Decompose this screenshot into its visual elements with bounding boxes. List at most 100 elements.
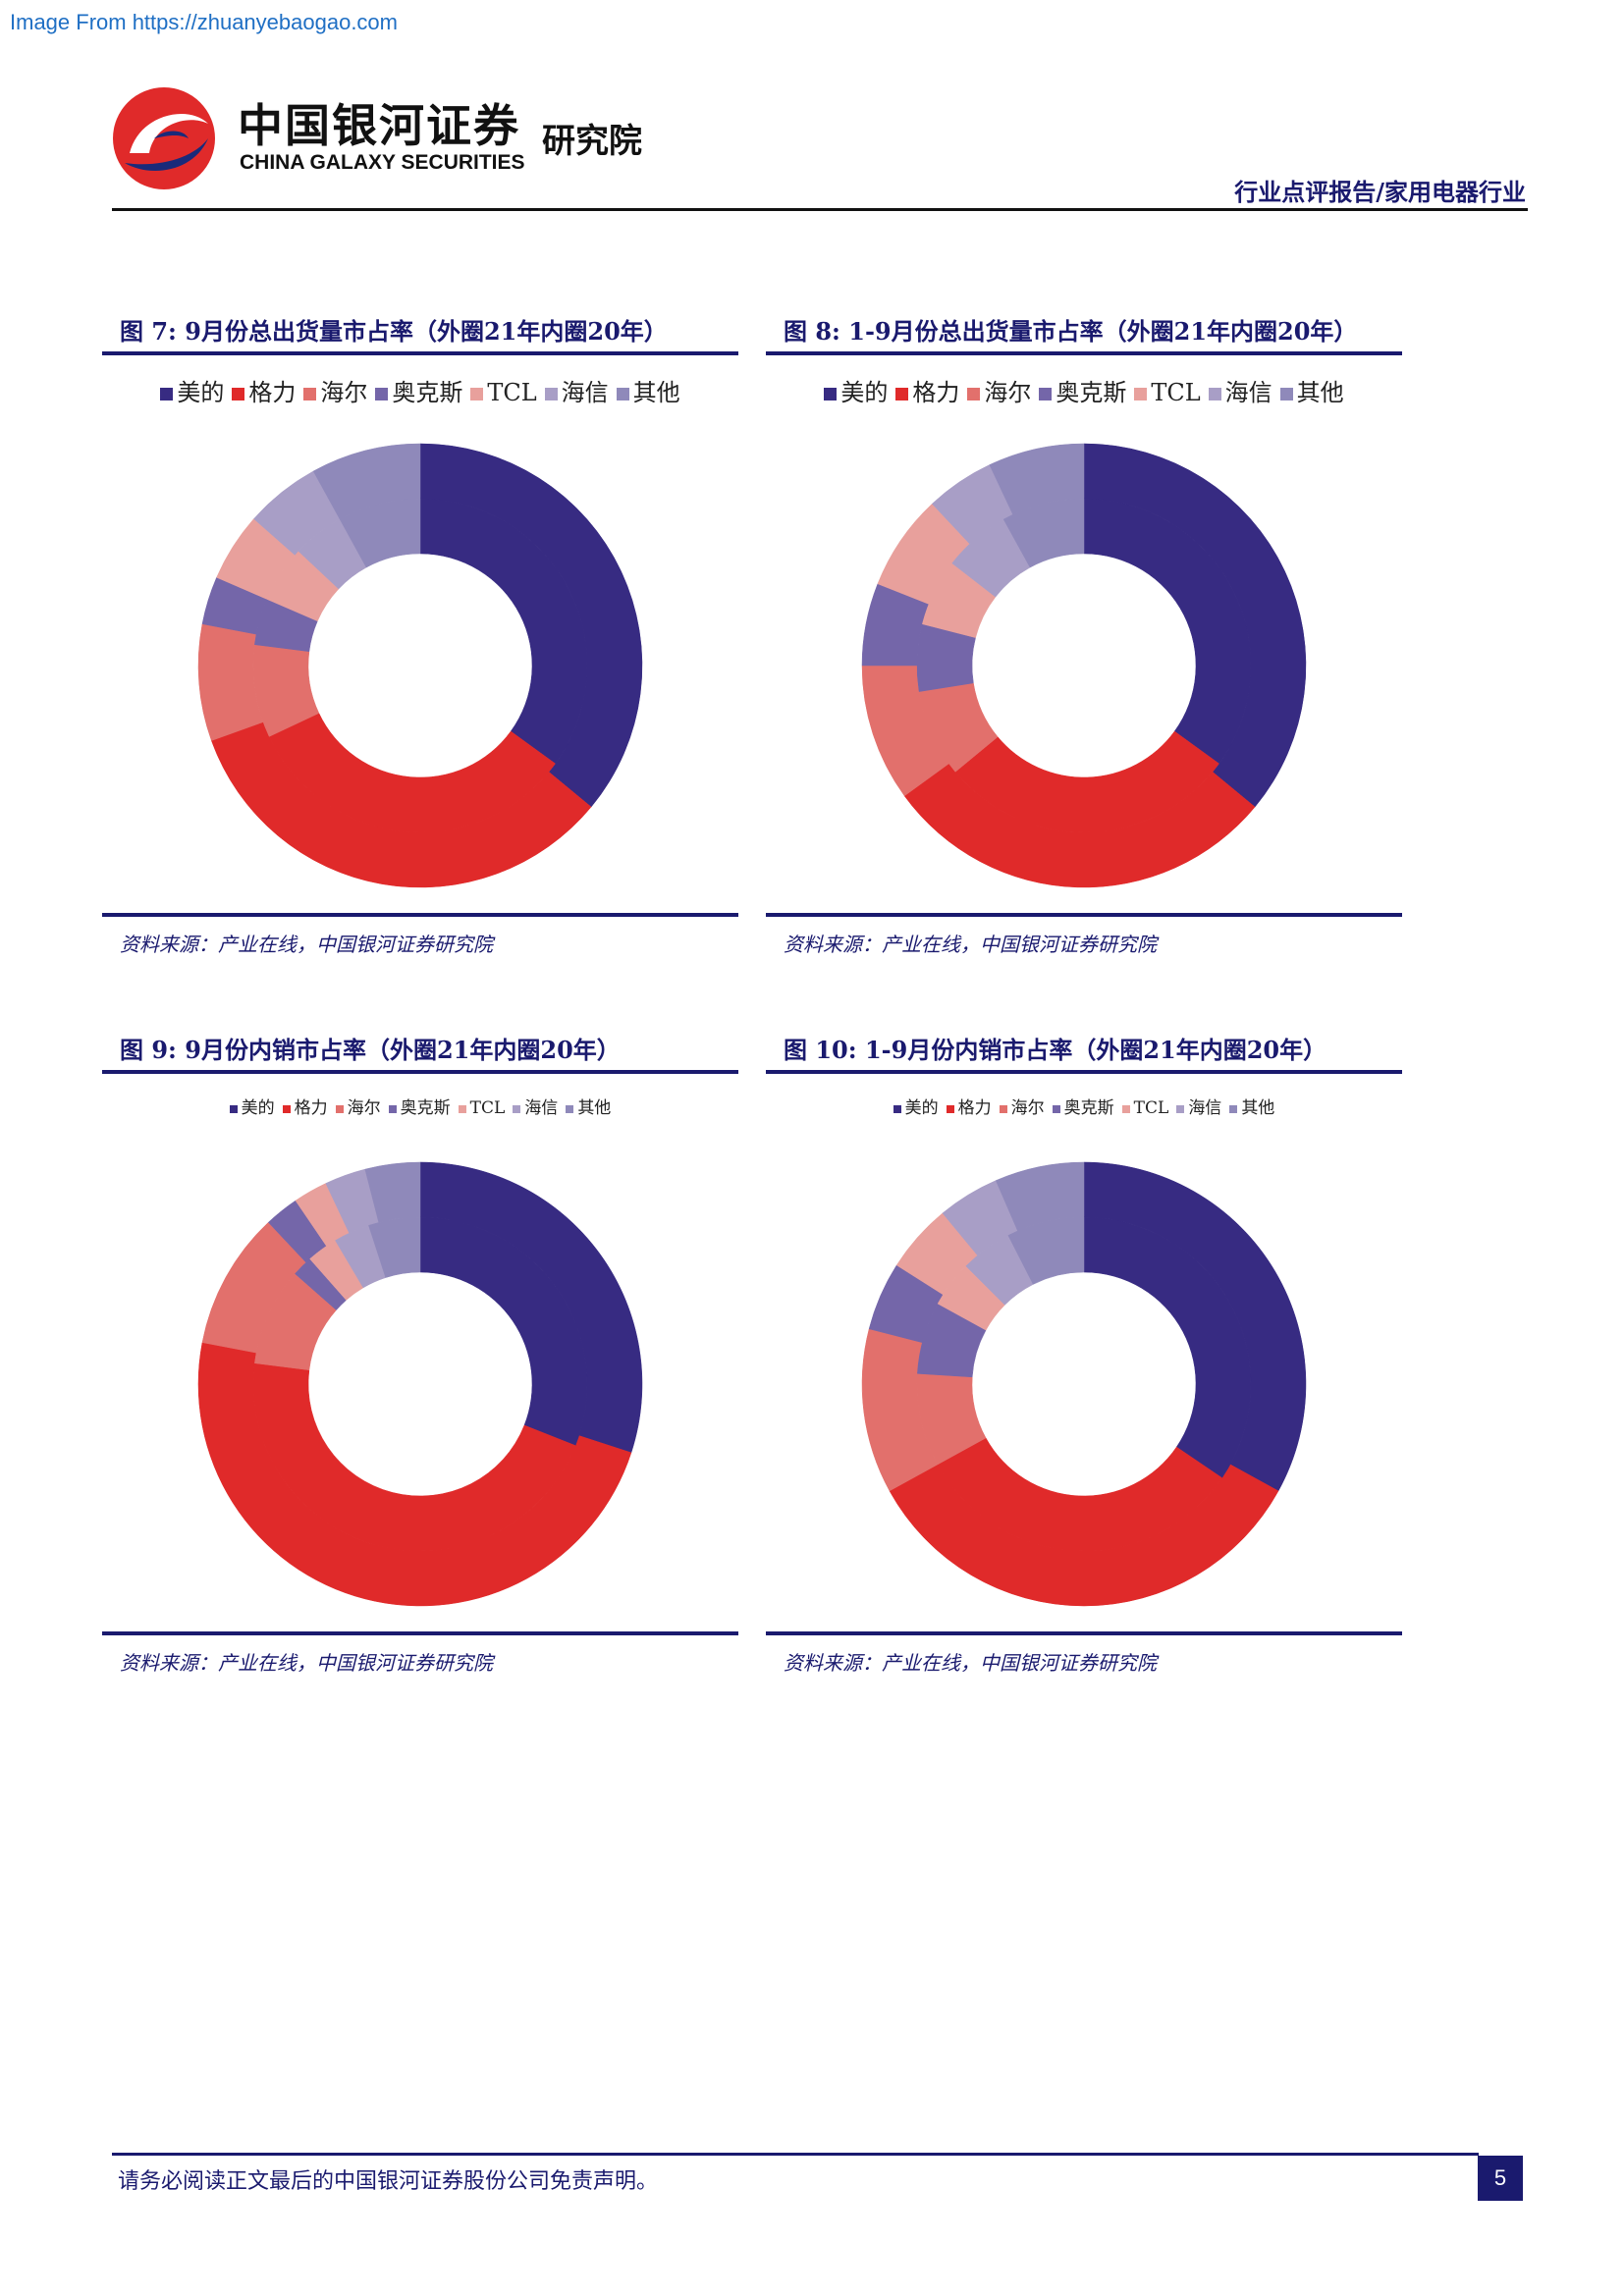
figure-title: 图 8: 1-9月份总出货量市占率（外圈21年内圈20年）	[784, 317, 1358, 346]
figure-bottom-rule	[766, 1631, 1402, 1635]
figure-source: 资料来源：产业在线，中国银河证券研究院	[120, 1651, 493, 1675]
legend-item: 格力	[282, 1094, 328, 1118]
legend-swatch	[999, 1104, 1007, 1113]
figure-title: 图 9: 9月份内销市占率（外圈21年内圈20年）	[120, 1036, 621, 1064]
legend-label: 美的	[840, 379, 889, 406]
legend-label: 格力	[294, 1098, 328, 1118]
legend-swatch	[1121, 1104, 1130, 1113]
legend-item: 海信	[544, 373, 609, 407]
legend-swatch	[544, 388, 558, 400]
legend-swatch	[388, 1104, 397, 1113]
legend-swatch	[946, 1104, 954, 1113]
legend-swatch	[1134, 388, 1148, 400]
legend-item: 奥克斯	[1039, 373, 1126, 407]
legend-label: 奥克斯	[1063, 1098, 1114, 1118]
legend-item: 其他	[1279, 373, 1344, 407]
legend-item: TCL	[1121, 1098, 1169, 1118]
donut-chart	[197, 443, 643, 888]
legend-swatch	[824, 388, 838, 400]
figure-bottom-rule	[102, 913, 738, 917]
legend-swatch	[967, 388, 981, 400]
legend-item: 海尔	[303, 373, 367, 407]
legend-label: 海信	[524, 1098, 559, 1118]
legend-item: 奥克斯	[375, 373, 462, 407]
legend-swatch	[1039, 388, 1053, 400]
inner-ring-slice-美的	[419, 498, 588, 765]
figure-top-rule	[102, 351, 738, 355]
legend-swatch	[1052, 1104, 1060, 1113]
chart-legend: 美的 格力 海尔 奥克斯 TCL 海信 其他	[766, 1094, 1402, 1118]
figure-panel-9: 图 9: 9月份内销市占率（外圈21年内圈20年） 美的 格力 海尔 奥克斯 TCL 海信…	[102, 1031, 738, 1698]
legend-item: 奥克斯	[388, 1094, 451, 1118]
legend-label: 海信	[1224, 379, 1272, 406]
legend-item: 其他	[616, 373, 680, 407]
header-divider	[112, 208, 1528, 211]
figure-source: 资料来源：产业在线，中国银河证券研究院	[784, 933, 1157, 956]
footer-divider	[112, 2153, 1479, 2156]
legend-swatch	[513, 1104, 521, 1113]
figure-top-rule	[766, 351, 1402, 355]
legend-label: 其他	[1296, 379, 1344, 406]
legend-swatch	[335, 1104, 344, 1113]
legend-swatch	[895, 388, 909, 400]
legend-swatch	[303, 388, 317, 400]
logo-english-name: CHINA GALAXY SECURITIES	[240, 151, 525, 174]
legend-item: 其他	[1229, 1094, 1274, 1118]
inner-ring-slice-格力	[252, 1362, 576, 1552]
legend-label: TCL	[1151, 379, 1201, 406]
legend-swatch	[1208, 388, 1221, 400]
legend-label: 美的	[177, 379, 225, 406]
legend-swatch	[893, 1104, 901, 1113]
source-watermark[interactable]: Image From https://zhuanyebaogao.com	[10, 10, 398, 34]
legend-item: 格力	[895, 373, 959, 407]
legend-label: 格力	[957, 1098, 992, 1118]
legend-label: 海尔	[984, 379, 1032, 406]
figure-panel-10: 图 10: 1-9月份内销市占率（外圈21年内圈20年） 美的 格力 海尔 奥克斯 TC…	[766, 1031, 1402, 1698]
inner-ring-slice-其他	[1007, 1216, 1085, 1285]
inner-ring-slice-其他	[339, 498, 421, 568]
legend-label: 奥克斯	[1056, 379, 1127, 406]
legend-item: 海信	[513, 1094, 558, 1118]
inner-ring-slice-其他	[368, 1216, 421, 1278]
inner-ring-slice-美的	[419, 1216, 588, 1446]
outer-ring-slice-海尔	[197, 623, 264, 741]
inner-ring-slice-美的	[1083, 1216, 1252, 1478]
legend-item: 海信	[1176, 1094, 1221, 1118]
chart-legend: 美的 格力 海尔 奥克斯 TCL 海信 其他	[102, 1094, 738, 1118]
legend-label: 奥克斯	[392, 379, 463, 406]
legend-swatch	[566, 1104, 574, 1113]
legend-label: 其他	[577, 1098, 612, 1118]
figure-source: 资料来源：产业在线，中国银河证券研究院	[120, 933, 493, 956]
logo-chinese-name: 中国银河证券	[238, 99, 520, 152]
legend-label: 海尔	[347, 1098, 381, 1118]
inner-ring-slice-格力	[954, 730, 1219, 833]
legend-label: 美的	[241, 1098, 275, 1118]
figure-panel-8: 图 8: 1-9月份总出货量市占率（外圈21年内圈20年） 美的 格力 海尔 奥克斯 T…	[766, 312, 1402, 980]
legend-label: 美的	[904, 1098, 939, 1118]
company-logo: 中国银河证券 CHINA GALAXY SECURITIES 研究院	[110, 84, 699, 192]
page-number: 5	[1478, 2156, 1523, 2201]
legend-item: 美的	[229, 1094, 275, 1118]
legend-swatch	[616, 388, 629, 400]
figure-panel-7: 图 7: 9月份总出货量市占率（外圈21年内圈20年） 美的 格力 海尔 奥克斯 TCL…	[102, 312, 738, 980]
legend-swatch	[470, 388, 484, 400]
figure-top-rule	[102, 1070, 738, 1074]
donut-chart	[861, 443, 1307, 888]
legend-item: 海尔	[967, 373, 1031, 407]
legend-label: 海尔	[1010, 1098, 1045, 1118]
inner-ring-slice-其他	[1002, 498, 1085, 568]
legend-item: TCL	[470, 379, 537, 406]
legend-label: TCL	[1133, 1098, 1169, 1118]
galaxy-logo-icon	[113, 87, 215, 189]
legend-item: 奥克斯	[1052, 1094, 1114, 1118]
legend-item: 海尔	[335, 1094, 381, 1118]
donut-chart	[861, 1161, 1307, 1607]
legend-item: 格力	[946, 1094, 992, 1118]
legend-swatch	[1279, 388, 1293, 400]
legend-label: TCL	[469, 1098, 506, 1118]
legend-swatch	[458, 1104, 466, 1113]
donut-chart	[197, 1161, 643, 1607]
legend-swatch	[229, 1104, 238, 1113]
legend-item: 美的	[824, 373, 888, 407]
legend-label: TCL	[487, 379, 537, 406]
